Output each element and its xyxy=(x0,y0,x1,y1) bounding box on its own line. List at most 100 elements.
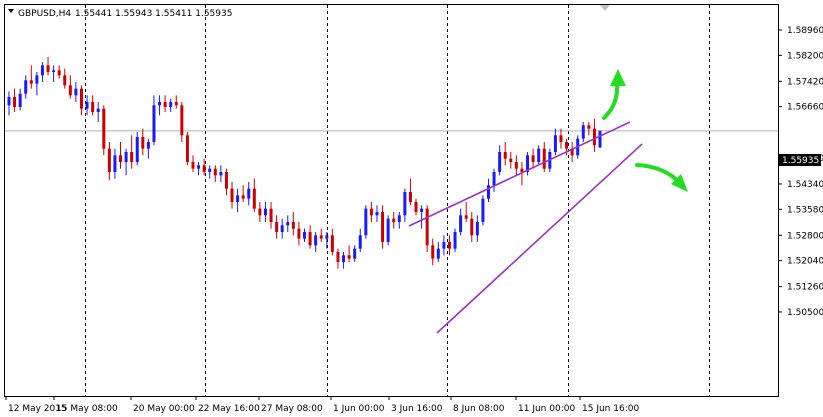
channel-upper-line[interactable] xyxy=(408,121,631,227)
candle xyxy=(230,181,234,209)
candles xyxy=(7,56,602,269)
candle xyxy=(7,91,11,116)
candle xyxy=(392,211,396,229)
price-tick-label: 1.54340 xyxy=(787,180,823,190)
plot-frame xyxy=(4,4,779,397)
candle xyxy=(130,135,134,169)
candle xyxy=(107,141,111,181)
candle-body xyxy=(453,231,457,249)
candle-body xyxy=(91,101,95,112)
candle-body xyxy=(286,221,290,226)
chart-shift-marker[interactable] xyxy=(600,5,610,11)
candle xyxy=(79,85,83,116)
candle xyxy=(208,165,212,179)
candle xyxy=(492,168,496,192)
candle xyxy=(247,181,251,206)
candle xyxy=(236,188,240,212)
symbol-icon xyxy=(8,9,14,13)
candle-body xyxy=(152,105,156,142)
candle-body xyxy=(74,88,78,96)
candle xyxy=(57,65,61,79)
candle-body xyxy=(180,105,184,136)
candle xyxy=(514,155,518,176)
channel-lower-line[interactable] xyxy=(436,143,643,334)
candle-body xyxy=(520,168,524,172)
candle-body xyxy=(130,151,134,162)
candle xyxy=(46,56,50,76)
candle-body xyxy=(247,188,251,199)
candle-body xyxy=(408,191,412,202)
candle xyxy=(498,145,502,176)
down-arrow-icon xyxy=(635,163,688,192)
candle xyxy=(464,201,468,222)
candle xyxy=(386,215,390,246)
candle-body xyxy=(381,211,385,242)
candle-body xyxy=(24,80,28,94)
candle xyxy=(403,188,407,222)
candle-body xyxy=(442,241,446,249)
candle-body xyxy=(191,161,195,169)
candle-body xyxy=(330,235,334,252)
time-tick-label: 8 Jun 08:00 xyxy=(453,404,505,414)
candle-body xyxy=(297,228,301,239)
candle-body xyxy=(531,155,535,162)
candle xyxy=(330,228,334,256)
candle xyxy=(74,81,78,102)
candle-body xyxy=(570,148,574,156)
candle-body xyxy=(514,161,518,169)
candle xyxy=(537,145,541,166)
candle-body xyxy=(18,93,22,107)
candle-body xyxy=(369,208,373,216)
candle-body xyxy=(40,65,44,76)
candle xyxy=(442,235,446,256)
candle xyxy=(96,101,100,122)
candle-body xyxy=(420,208,424,212)
candle xyxy=(258,201,262,222)
candle-body xyxy=(230,188,234,202)
candle-body xyxy=(314,235,318,246)
time-tick-label: 20 May 00:00 xyxy=(133,404,195,414)
candle xyxy=(141,128,145,156)
candle-body xyxy=(592,128,596,146)
candle-body xyxy=(63,75,67,86)
candle xyxy=(91,95,95,116)
candle-body xyxy=(464,215,468,219)
candle xyxy=(570,141,574,162)
candle-body xyxy=(263,208,267,216)
candle-body xyxy=(163,101,167,107)
candle-body xyxy=(325,235,329,239)
candle xyxy=(319,228,323,242)
candle-body xyxy=(119,155,123,162)
candle-body xyxy=(542,148,546,169)
candle-body xyxy=(146,141,150,149)
candle xyxy=(63,68,67,89)
candle-body xyxy=(459,215,463,232)
candle-body xyxy=(68,85,72,96)
candle-body xyxy=(46,65,50,72)
candle xyxy=(146,138,150,159)
candle xyxy=(202,158,206,176)
time-tick-label: 15 May 08:00 xyxy=(56,404,118,414)
candle xyxy=(119,141,123,169)
candle-body xyxy=(481,198,485,222)
candle xyxy=(347,245,351,262)
candle-body xyxy=(581,125,585,139)
price-tick-label: 1.58960 xyxy=(787,26,823,36)
candle-body xyxy=(197,165,201,169)
candle-body xyxy=(537,148,541,162)
candle-body xyxy=(241,195,245,199)
candle xyxy=(280,218,284,239)
candle xyxy=(185,131,189,166)
candle-body xyxy=(526,155,530,172)
candle-body xyxy=(470,218,474,236)
candle-body xyxy=(414,201,418,212)
candle xyxy=(592,118,596,152)
candle-body xyxy=(386,218,390,242)
candle xyxy=(40,61,44,82)
candle-body xyxy=(269,208,273,222)
candle xyxy=(436,241,440,262)
candle xyxy=(219,165,223,182)
